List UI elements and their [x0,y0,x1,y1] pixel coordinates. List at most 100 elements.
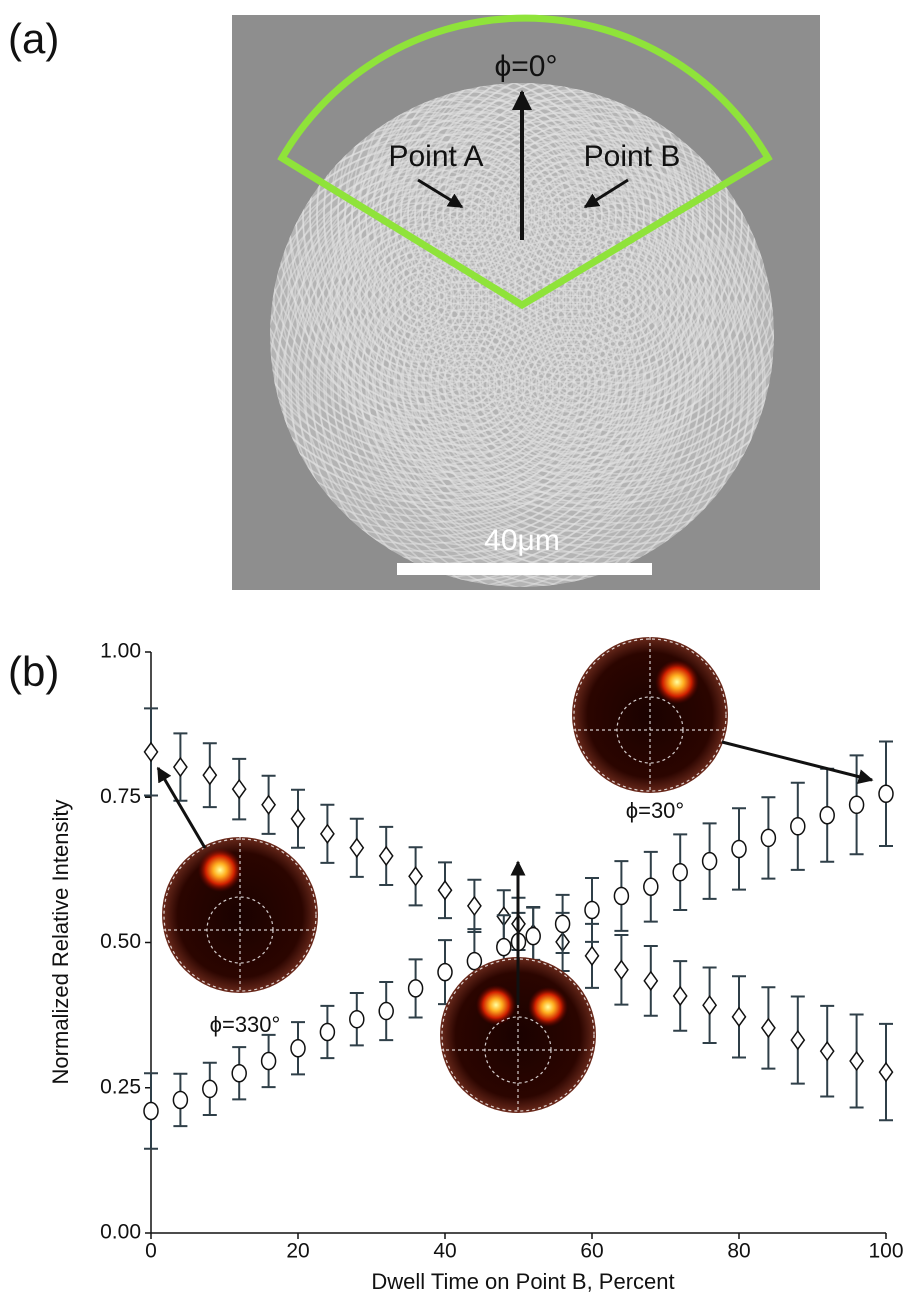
arrow [156,766,207,849]
y-tick-label: 0.50 [100,930,141,953]
ring [521,336,619,434]
diamond-marker [143,741,159,763]
ring [563,378,577,392]
ring [346,161,774,587]
diamond-marker [466,895,482,917]
ring [409,224,731,546]
diamond-marker [672,985,688,1007]
ring [463,378,477,392]
y-tick-label: 0.25 [100,1075,141,1098]
ring [416,231,724,539]
circle-marker [260,1051,277,1071]
ring [270,104,616,496]
ring [351,266,589,504]
ring [365,280,575,490]
ring [514,329,626,441]
ring [421,83,729,369]
ring [270,111,609,489]
diamond-marker [819,1040,835,1062]
ring [402,217,738,553]
ring [325,140,774,587]
ring [380,83,774,545]
diamond-marker [731,1006,747,1028]
ring [360,175,774,587]
circle-marker [437,962,453,982]
ring [270,112,743,587]
ring [549,364,591,406]
y-tick-label: 0.00 [100,1221,141,1244]
x-tick-label: 60 [580,1240,603,1263]
ring [555,230,695,370]
ring [318,133,774,587]
inset-spot [655,660,699,704]
panel-label: (b) [8,648,59,695]
circle-marker [525,926,541,946]
ring [492,167,758,433]
ring [270,83,679,559]
arrow [417,178,464,209]
circle-marker [407,979,424,998]
x-axis-label: Dwell Time on Point B, Percent [371,1269,674,1294]
ring [270,175,680,587]
insets [156,637,874,1113]
ring [297,112,774,587]
y-tick-label: 0.75 [100,785,141,808]
circle-marker [319,1022,336,1042]
circle-marker [878,784,894,804]
circle-marker [848,795,865,815]
ring [373,83,774,552]
ring [456,371,484,399]
circle-marker [731,839,747,859]
ring [414,329,526,441]
x-tick-label: 100 [868,1240,903,1263]
ring [339,154,774,587]
ring [583,258,667,342]
diamond-marker [408,865,424,887]
diamond-marker [613,959,629,981]
diamond-marker [231,778,247,800]
diamond-marker [290,808,306,830]
sector-outline [277,14,773,310]
ring [290,105,774,587]
ring [336,216,504,384]
circle-marker [613,886,630,906]
ring [395,210,745,560]
inset-spot [476,985,516,1025]
ring [323,238,617,532]
ring [304,119,774,587]
ring [465,280,675,490]
ring [542,357,598,413]
ring [479,294,661,476]
diamond-marker [202,764,218,786]
circle-marker [643,877,659,896]
ring [270,126,729,587]
point-label: Point B [584,140,681,173]
circle-marker [202,1079,218,1099]
circle-marker [349,1009,365,1029]
circle-marker [290,1038,306,1058]
ring [379,294,561,476]
panel-label: (a) [8,15,59,62]
ring [430,245,710,525]
arrow [721,740,874,784]
inset-spot [528,987,568,1027]
ring [556,371,584,399]
annotation: ϕ=330° [210,1012,281,1037]
inset-ring [573,638,727,792]
inset-ring [441,958,595,1112]
point-label: Point A [388,140,483,173]
ring [283,98,774,587]
ring [270,91,764,587]
diamond-marker [172,756,188,778]
circle-marker [554,914,571,934]
ring [316,231,624,539]
x-tick-label: 20 [286,1240,309,1263]
ring [428,343,512,427]
diamond-marker [261,794,277,816]
circle-marker [496,937,512,957]
ring [507,322,633,448]
ring [435,350,505,420]
annotation: ϕ=30° [626,798,684,823]
circle-marker [466,951,483,971]
scale-label: 40μm [484,524,560,557]
